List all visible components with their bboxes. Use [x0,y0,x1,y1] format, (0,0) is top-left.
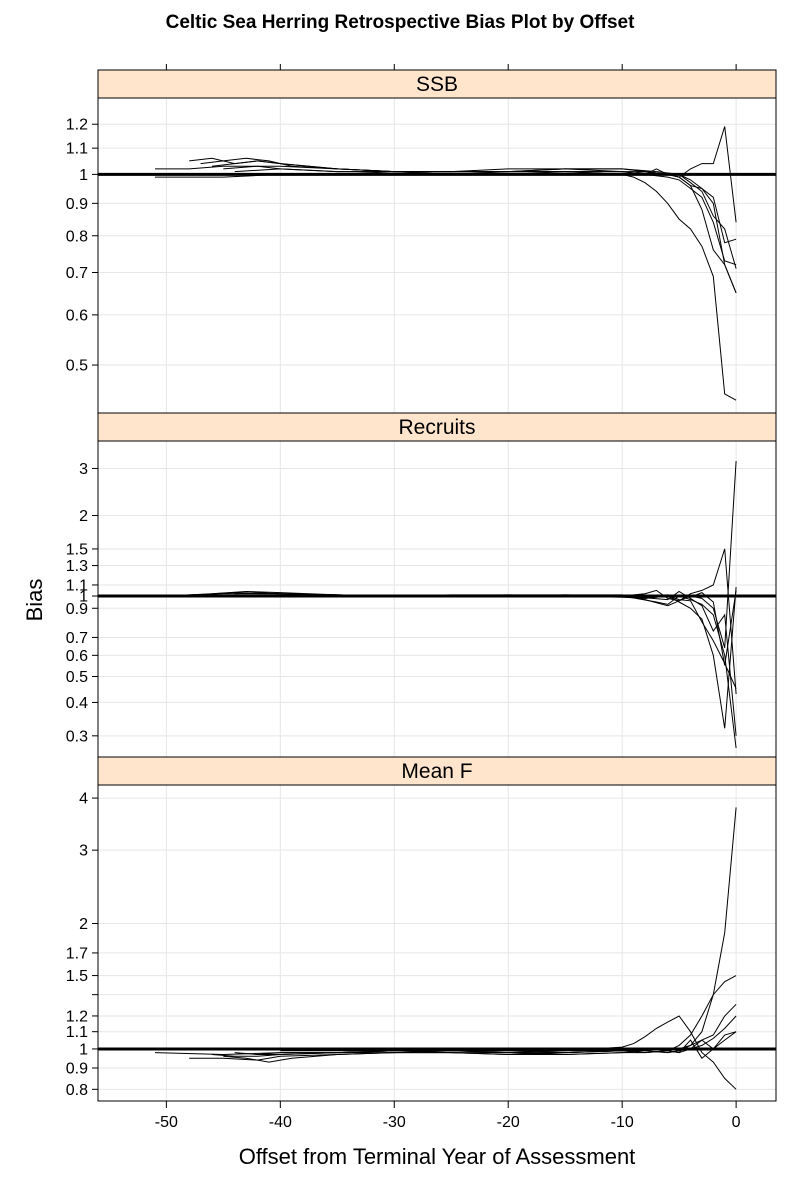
y-tick-label: 3 [79,843,88,860]
series-line-6 [280,595,737,689]
y-tick-label: 0.6 [66,648,88,665]
y-tick-label: 1.5 [66,541,88,558]
y-tick-label: 0.6 [66,307,88,324]
panel-recruits: 0.3 0.4 0.5 0.60.7 0.911.1 1.31.5 2 3 Recruits [66,412,777,758]
panel-strip [97,69,777,99]
y-tick-label: 2 [79,508,88,525]
series-line-2 [189,975,737,1061]
panel-strip-label: Mean F [401,760,472,783]
series-line-4 [223,1003,737,1063]
series-line-3 [211,807,737,1057]
panel-strip [97,412,777,442]
y-tick-label: 1 [79,589,88,606]
series-line-4 [200,157,737,269]
x-tick-label: -30 [383,1114,406,1131]
y-tick-label: 1.1 [66,1024,88,1041]
y-tick-label: 0.5 [66,358,88,375]
y-tick-label: 1 [79,167,88,184]
panel-ssb: 0.5 0.6 0.7 0.8 0.9 1 1.1 1.2 SSB [66,69,777,414]
panel-mean-f: 0.8 0.9 11.11.2 1.5 1.7 2 3 4 Mean F [66,756,777,1102]
y-tick-label: 1.5 [66,968,88,985]
x-axis-title: Offset from Terminal Year of Assessment [239,1144,636,1169]
series-line-5 [257,590,737,736]
y-tick-label: 0.8 [66,228,88,245]
series-line-7 [234,168,737,294]
y-tick-label: 0.4 [66,695,88,712]
y-tick-label: 4 [79,791,88,808]
panel-strip-label: Recruits [398,416,475,439]
y-tick-label: 0.5 [66,669,88,686]
chart-title: Celtic Sea Herring Retrospective Bias Pl… [166,12,635,33]
panel-frame [97,97,777,414]
y-tick-label: 1.2 [66,117,88,134]
series-line-5 [211,160,737,266]
series-line-3 [211,460,737,648]
y-axis-title: Bias [22,579,47,622]
series-line-4 [234,592,737,749]
x-tick-label: 0 [732,1114,741,1131]
series-line-7 [280,1015,737,1054]
y-tick-label: 1.2 [66,1008,88,1025]
y-tick-label: 0.3 [66,728,88,745]
x-tick-label: -10 [611,1114,634,1131]
y-tick-label: 0.9 [66,196,88,213]
panel-strip [97,756,777,786]
y-tick-label: 1.7 [66,945,88,962]
y-tick-label: 0.7 [66,630,88,647]
series-line-7 [565,590,737,666]
series-line-2 [155,165,737,244]
y-tick-label: 3 [79,461,88,478]
y-tick-label: 1.1 [66,141,88,158]
x-axis: -50 -40 -30 -20 -10 0 [155,64,741,1131]
y-tick-label: 0.9 [66,601,88,618]
x-tick-label: -20 [497,1114,520,1131]
series-line-6 [223,165,737,401]
x-tick-label: -50 [155,1114,178,1131]
y-tick-label: 1 [79,1041,88,1058]
y-tick-label: 0.9 [66,1061,88,1078]
panels: 0.50.60.70.80.911.11.2SSB0.30.40.50.60.7… [66,69,777,1102]
y-tick-label: 1.3 [66,558,88,575]
y-tick-label: 1.1 [66,577,88,594]
y-tick-label: 2 [79,916,88,933]
series-line-6 [257,1031,737,1055]
y-tick-label: 0.8 [66,1082,88,1099]
panel-strip-label: SSB [416,73,458,96]
series-line-1 [154,548,737,695]
y-tick-label: 0.7 [66,265,88,282]
x-tick-label: -40 [269,1114,292,1131]
